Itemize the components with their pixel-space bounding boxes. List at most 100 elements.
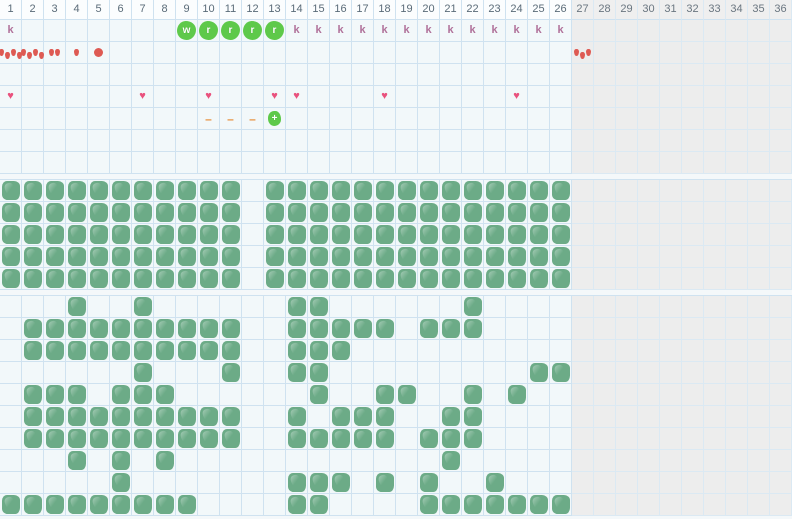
- bottom-filled-cell-c21[interactable]: [440, 318, 462, 340]
- bottom-cell-c17[interactable]: [352, 362, 374, 384]
- grid-cell-c29[interactable]: [616, 130, 638, 152]
- bottom-cell-c11[interactable]: [220, 472, 242, 494]
- middle-cell-c29[interactable]: [616, 224, 638, 246]
- bottom-cell-c25[interactable]: [528, 406, 550, 428]
- bottom-cell-c16[interactable]: [330, 494, 352, 516]
- middle-cell-c32[interactable]: [682, 180, 704, 202]
- bottom-cell-c29[interactable]: [616, 472, 638, 494]
- bottom-cell-c2[interactable]: [22, 296, 44, 318]
- bottom-filled-cell-c8[interactable]: [154, 340, 176, 362]
- grid-cell-c12[interactable]: [242, 42, 264, 64]
- bottom-filled-cell-c6[interactable]: [110, 472, 132, 494]
- middle-cell-c35[interactable]: [748, 246, 770, 268]
- bottom-filled-cell-c11[interactable]: [220, 428, 242, 450]
- grid-cell-c23[interactable]: [484, 42, 506, 64]
- bottom-cell-c3[interactable]: [44, 362, 66, 384]
- grid-cell-c26[interactable]: [550, 152, 572, 174]
- intimacy-cell-c24[interactable]: ♥: [506, 86, 528, 108]
- grid-cell-c1[interactable]: [0, 64, 22, 86]
- middle-filled-cell-c7[interactable]: [132, 246, 154, 268]
- middle-cell-c29[interactable]: [616, 246, 638, 268]
- bottom-filled-cell-c2[interactable]: [22, 384, 44, 406]
- bottom-cell-c36[interactable]: [770, 428, 792, 450]
- grid-cell-c21[interactable]: [440, 152, 462, 174]
- grid-cell-c31[interactable]: [660, 130, 682, 152]
- middle-filled-cell-c17[interactable]: [352, 268, 374, 290]
- middle-filled-cell-c5[interactable]: [88, 202, 110, 224]
- grid-cell-c20[interactable]: [418, 42, 440, 64]
- bottom-cell-c34[interactable]: [726, 450, 748, 472]
- grid-cell-c25[interactable]: [528, 130, 550, 152]
- bottom-cell-c10[interactable]: [198, 494, 220, 516]
- bottom-filled-cell-c18[interactable]: [374, 318, 396, 340]
- grid-cell-c3[interactable]: [44, 130, 66, 152]
- bottom-cell-c24[interactable]: [506, 296, 528, 318]
- bottom-cell-c32[interactable]: [682, 318, 704, 340]
- grid-cell-c9[interactable]: [176, 108, 198, 130]
- bottom-filled-cell-c2[interactable]: [22, 428, 44, 450]
- middle-filled-cell-c4[interactable]: [66, 202, 88, 224]
- grid-cell-c36[interactable]: [770, 108, 792, 130]
- bottom-cell-c19[interactable]: [396, 340, 418, 362]
- grid-cell-c28[interactable]: [594, 20, 616, 42]
- grid-cell-c3[interactable]: [44, 64, 66, 86]
- bottom-cell-c12[interactable]: [242, 494, 264, 516]
- highlight-cell-c10[interactable]: r: [198, 20, 220, 42]
- bottom-filled-cell-c20[interactable]: [418, 472, 440, 494]
- grid-cell-c34[interactable]: [726, 20, 748, 42]
- bottom-cell-c26[interactable]: [550, 318, 572, 340]
- middle-filled-cell-c3[interactable]: [44, 224, 66, 246]
- middle-cell-c29[interactable]: [616, 268, 638, 290]
- grid-cell-c26[interactable]: [550, 64, 572, 86]
- flow-cell-c5[interactable]: [88, 42, 110, 64]
- grid-cell-c5[interactable]: [88, 152, 110, 174]
- middle-cell-c35[interactable]: [748, 224, 770, 246]
- bottom-cell-c27[interactable]: [572, 318, 594, 340]
- grid-cell-c12[interactable]: [242, 152, 264, 174]
- intimacy-cell-c1[interactable]: ♥: [0, 86, 22, 108]
- grid-cell-c11[interactable]: [220, 152, 242, 174]
- bottom-cell-c2[interactable]: [22, 472, 44, 494]
- middle-cell-c12[interactable]: [242, 246, 264, 268]
- bottom-filled-cell-c9[interactable]: [176, 428, 198, 450]
- middle-filled-cell-c25[interactable]: [528, 268, 550, 290]
- bottom-cell-c30[interactable]: [638, 494, 660, 516]
- grid-cell-c1[interactable]: [0, 108, 22, 130]
- bottom-cell-c31[interactable]: [660, 450, 682, 472]
- bottom-cell-c34[interactable]: [726, 494, 748, 516]
- bottom-cell-c28[interactable]: [594, 318, 616, 340]
- middle-filled-cell-c24[interactable]: [506, 202, 528, 224]
- bottom-cell-c34[interactable]: [726, 406, 748, 428]
- middle-cell-c35[interactable]: [748, 268, 770, 290]
- grid-cell-c21[interactable]: [440, 130, 462, 152]
- middle-filled-cell-c17[interactable]: [352, 246, 374, 268]
- bottom-cell-c9[interactable]: [176, 450, 198, 472]
- grid-cell-c36[interactable]: [770, 42, 792, 64]
- middle-filled-cell-c15[interactable]: [308, 224, 330, 246]
- highlight-cell-c9[interactable]: w: [176, 20, 198, 42]
- flow-cell-c2[interactable]: [21, 42, 44, 64]
- middle-filled-cell-c13[interactable]: [264, 180, 286, 202]
- middle-filled-cell-c6[interactable]: [110, 202, 132, 224]
- grid-cell-c23[interactable]: [484, 108, 506, 130]
- middle-filled-cell-c19[interactable]: [396, 180, 418, 202]
- middle-cell-c33[interactable]: [704, 268, 726, 290]
- bottom-cell-c17[interactable]: [352, 450, 374, 472]
- letter-cell-c22[interactable]: k: [462, 20, 484, 42]
- middle-filled-cell-c2[interactable]: [22, 180, 44, 202]
- bottom-cell-c20[interactable]: [418, 406, 440, 428]
- bottom-filled-cell-c14[interactable]: [286, 494, 308, 516]
- grid-cell-c33[interactable]: [704, 86, 726, 108]
- bottom-cell-c8[interactable]: [154, 472, 176, 494]
- bottom-cell-c34[interactable]: [726, 384, 748, 406]
- bottom-cell-c23[interactable]: [484, 296, 506, 318]
- bottom-cell-c24[interactable]: [506, 450, 528, 472]
- grid-cell-c16[interactable]: [330, 86, 352, 108]
- bottom-filled-cell-c4[interactable]: [66, 340, 88, 362]
- middle-cell-c31[interactable]: [660, 246, 682, 268]
- grid-cell-c35[interactable]: [748, 108, 770, 130]
- middle-cell-c12[interactable]: [242, 268, 264, 290]
- grid-cell-c27[interactable]: [572, 130, 594, 152]
- bottom-cell-c33[interactable]: [704, 472, 726, 494]
- grid-cell-c6[interactable]: [110, 130, 132, 152]
